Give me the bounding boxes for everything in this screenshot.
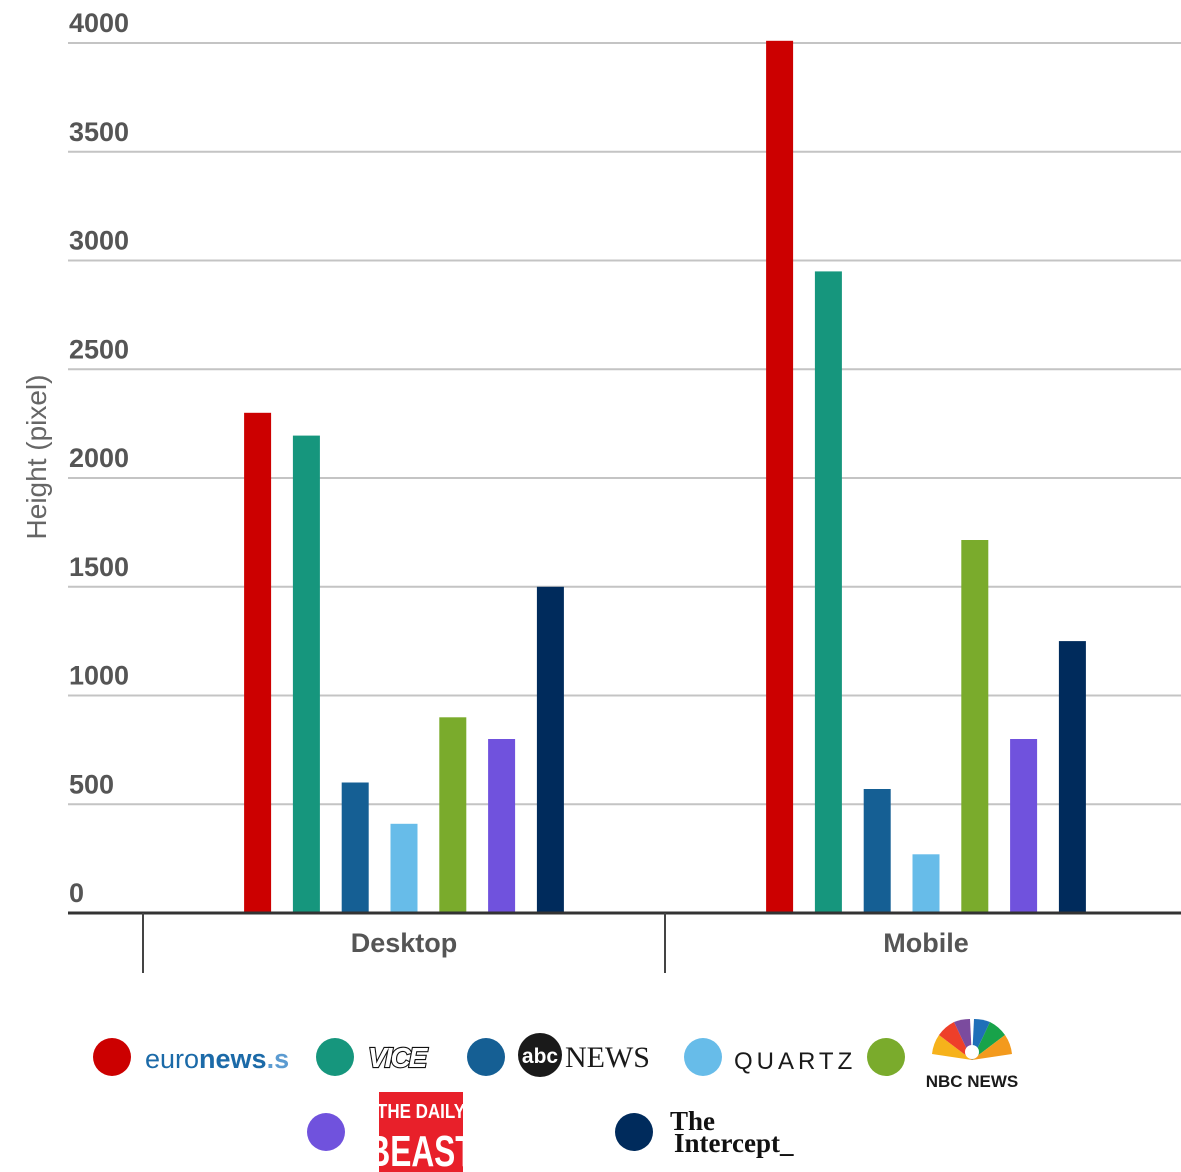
legend-swatch-the-intercept bbox=[615, 1113, 653, 1151]
intercept-logo-line1: The bbox=[670, 1106, 715, 1136]
legend-swatch-nbc-news bbox=[867, 1038, 905, 1076]
y-axis-title: Height (pixel) bbox=[21, 375, 52, 540]
y-tick-label-0: 0 bbox=[69, 878, 84, 908]
y-tick-label-2000: 2000 bbox=[69, 443, 129, 473]
legend-swatch-vice bbox=[316, 1038, 354, 1076]
y-tick-label-3500: 3500 bbox=[69, 117, 129, 147]
abc-news-logo-text: NEWS bbox=[565, 1041, 650, 1074]
legend-item-vice: VICE bbox=[316, 1038, 432, 1076]
bar-mobile-4 bbox=[912, 854, 940, 913]
legend-item-daily-beast: THE DAILY BEAST bbox=[307, 1092, 475, 1172]
intercept-logo-line2: Intercept_ bbox=[674, 1128, 794, 1158]
y-axis-ticks: 0 500 1000 1500 2000 2500 3000 3500 4000 bbox=[69, 8, 129, 908]
legend-item-euronews: euronews.s bbox=[93, 1038, 289, 1076]
bar-desktop-5 bbox=[439, 717, 467, 914]
bar-desktop-4 bbox=[390, 823, 418, 913]
legend-swatch-abc-news bbox=[467, 1038, 505, 1076]
y-tick-label-4000: 4000 bbox=[69, 8, 129, 38]
legend-swatch-quartz bbox=[684, 1038, 722, 1076]
euronews-logo-text: euronews.s bbox=[145, 1044, 289, 1074]
abc-logo-badge-text: abc bbox=[522, 1045, 559, 1068]
x-axis-labels: Desktop Mobile bbox=[351, 928, 969, 958]
vice-logo-text: VICE bbox=[368, 1042, 429, 1073]
bar-mobile-1 bbox=[766, 40, 794, 914]
legend-swatch-euronews bbox=[93, 1038, 131, 1076]
daily-beast-logo-line1: THE DAILY bbox=[377, 1100, 466, 1123]
quartz-logo-text: QUARTZ bbox=[734, 1048, 856, 1075]
x-tick-label-mobile: Mobile bbox=[883, 928, 969, 958]
bar-mobile-3 bbox=[863, 789, 891, 913]
bar-desktop-1 bbox=[244, 412, 272, 913]
bar-desktop-3 bbox=[341, 782, 369, 913]
bar-desktop-2 bbox=[292, 435, 320, 913]
legend-item-the-intercept: The Intercept_ bbox=[615, 1106, 794, 1158]
nbc-news-logo-text: NBC NEWS bbox=[926, 1072, 1019, 1091]
legend: euronews.s VICE abc NEWS QUARTZ bbox=[93, 1018, 1019, 1172]
abc-logo-badge bbox=[518, 1033, 562, 1077]
bar-mobile-5 bbox=[961, 540, 989, 913]
bar-desktop-6 bbox=[488, 739, 516, 913]
legend-swatch-daily-beast bbox=[307, 1113, 345, 1151]
legend-item-nbc-news: NBC NEWS bbox=[867, 1018, 1019, 1091]
bar-mobile-2 bbox=[814, 271, 842, 913]
x-tick-label-desktop: Desktop bbox=[351, 928, 458, 958]
gridlines bbox=[68, 42, 1181, 806]
daily-beast-logo-box bbox=[379, 1092, 463, 1172]
y-tick-label-1500: 1500 bbox=[69, 552, 129, 582]
y-tick-label-3000: 3000 bbox=[69, 226, 129, 256]
bar-mobile-7 bbox=[1058, 641, 1086, 913]
peacock-icon bbox=[932, 1018, 1012, 1060]
y-tick-label-1000: 1000 bbox=[69, 661, 129, 691]
bars bbox=[244, 40, 1086, 914]
y-tick-label-2500: 2500 bbox=[69, 334, 129, 364]
bar-desktop-7 bbox=[536, 586, 564, 914]
legend-item-quartz: QUARTZ bbox=[684, 1038, 856, 1076]
daily-beast-logo-line2: BEAST bbox=[367, 1127, 474, 1172]
bar-mobile-6 bbox=[1010, 739, 1038, 913]
legend-item-abc-news: abc NEWS bbox=[467, 1033, 650, 1077]
y-tick-label-500: 500 bbox=[69, 769, 114, 799]
